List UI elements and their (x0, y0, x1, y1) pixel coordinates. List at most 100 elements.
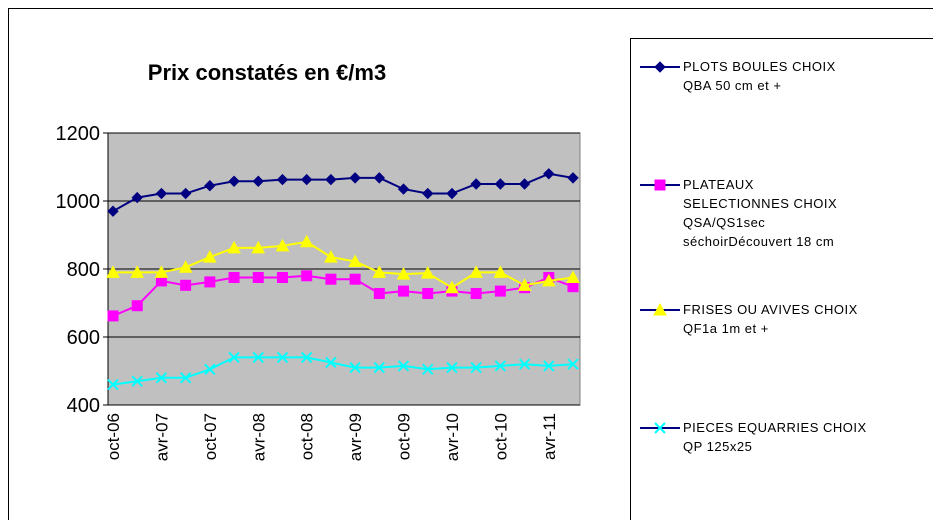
marker (494, 178, 507, 190)
marker (204, 179, 216, 192)
marker (202, 250, 217, 263)
marker (397, 183, 410, 195)
y-tick-label: 400 (67, 395, 100, 417)
marker (324, 250, 338, 263)
marker (397, 360, 410, 372)
marker (300, 173, 313, 186)
x-tick-label: oct-08 (298, 413, 317, 460)
legend-marker (653, 302, 667, 316)
series-line (112, 356, 574, 386)
marker (422, 363, 434, 376)
marker (325, 173, 337, 186)
marker (131, 191, 143, 204)
marker (180, 279, 192, 291)
legend-box (630, 38, 933, 520)
marker (107, 378, 119, 391)
marker (567, 281, 579, 293)
marker (106, 265, 120, 278)
marker (107, 205, 119, 217)
marker (251, 240, 266, 254)
marker (325, 356, 337, 369)
marker (276, 351, 289, 364)
marker (543, 168, 555, 180)
marker (420, 266, 435, 279)
marker (446, 361, 458, 374)
marker (204, 363, 216, 376)
marker (276, 272, 288, 283)
x-tick-label: avr-10 (443, 413, 462, 461)
series-line (113, 240, 574, 289)
marker (372, 265, 387, 278)
marker (373, 361, 386, 374)
y-tick-label: 600 (67, 327, 100, 349)
marker (445, 280, 459, 294)
x-tick-label: avr-11 (540, 413, 559, 460)
marker (301, 270, 313, 282)
marker (543, 360, 555, 372)
marker (179, 187, 192, 200)
marker (518, 178, 531, 190)
marker (541, 273, 556, 287)
marker (470, 178, 482, 190)
chart-title: Prix constatés en €/m3 (148, 60, 386, 85)
chart-border (8, 8, 933, 520)
marker (494, 285, 506, 297)
marker (154, 265, 169, 278)
marker (178, 260, 193, 273)
marker (155, 187, 168, 200)
marker (155, 372, 168, 384)
x-tick-label: avr-08 (249, 413, 268, 461)
marker (252, 351, 264, 364)
x-tick-label: oct-06 (104, 413, 123, 460)
marker (227, 240, 241, 254)
marker (252, 175, 264, 187)
legend-marker (654, 179, 666, 191)
marker (252, 272, 264, 283)
marker (349, 172, 361, 184)
marker (349, 273, 361, 285)
legend-label: PIECES EQUARRIES CHOIX QP 125x25 (683, 420, 867, 454)
legend-label: FRISES OU AVIVES CHOIX QF1a 1m et + (683, 302, 858, 336)
marker (228, 351, 240, 364)
legend-marker (654, 422, 666, 434)
marker (325, 273, 337, 285)
marker (300, 351, 313, 364)
marker (493, 265, 508, 278)
x-tick-label: oct-07 (201, 413, 220, 460)
marker (349, 361, 361, 374)
marker (130, 265, 145, 278)
x-tick-label: oct-09 (395, 413, 414, 460)
x-tick-label: avr-09 (346, 413, 365, 461)
y-tick-label: 1200 (56, 123, 101, 145)
marker (396, 267, 411, 280)
legend-label: PLATEAUX SELECTIONNES CHOIX QSA/QS1sec s… (683, 177, 838, 249)
marker (469, 265, 484, 278)
y-tick-label: 800 (67, 259, 100, 281)
marker (373, 172, 386, 184)
legend-marker (654, 61, 666, 73)
marker (131, 300, 143, 312)
marker (566, 270, 580, 283)
marker (422, 187, 434, 200)
marker (398, 285, 410, 297)
marker (204, 276, 216, 288)
marker (275, 238, 290, 252)
marker (299, 234, 314, 248)
marker (422, 287, 434, 299)
marker (373, 287, 385, 299)
marker (179, 372, 192, 384)
marker (567, 358, 579, 370)
marker (131, 375, 143, 387)
marker (567, 172, 579, 184)
marker (446, 187, 458, 200)
marker (470, 287, 482, 299)
marker (518, 358, 531, 370)
y-tick-label: 1000 (56, 191, 101, 213)
marker (470, 361, 482, 374)
x-tick-label: oct-10 (491, 413, 510, 460)
marker (228, 272, 240, 283)
marker (276, 173, 289, 186)
marker (517, 278, 532, 291)
